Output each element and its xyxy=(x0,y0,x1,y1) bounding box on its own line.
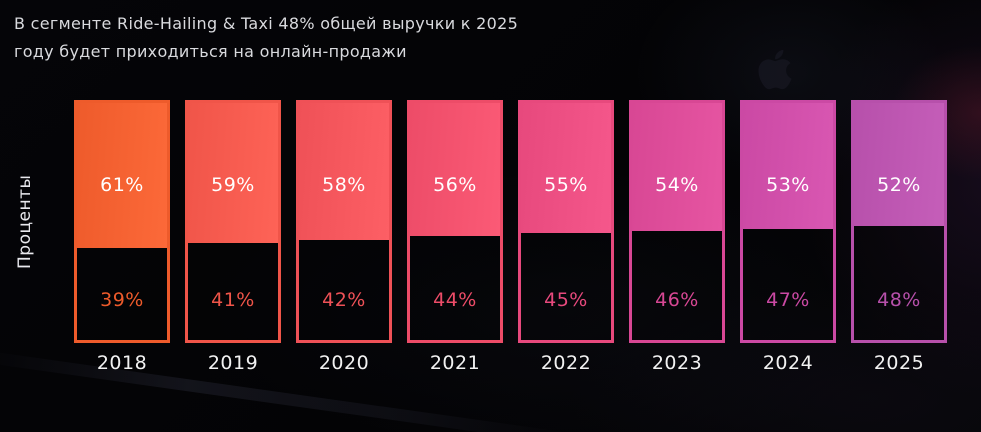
bar-bottom-value-label: 42% xyxy=(322,289,366,311)
bar-top-segment xyxy=(854,103,944,227)
x-tick-label-2025: 2025 xyxy=(873,352,925,374)
bar-top-segment xyxy=(77,103,167,248)
bar-top-value-label: 59% xyxy=(211,174,255,196)
x-tick-label-2022: 2022 xyxy=(540,352,592,374)
x-tick-label-2024: 2024 xyxy=(762,352,814,374)
x-tick-label-2020: 2020 xyxy=(318,352,370,374)
bar-top-value-label: 52% xyxy=(877,174,921,196)
bar-top-value-label: 56% xyxy=(433,174,477,196)
x-axis-labels: 2018 2019 2020 2021 2022 2023 2024 2025 xyxy=(74,352,947,374)
bar-top-segment xyxy=(410,103,500,236)
bar-bottom-value-label: 47% xyxy=(766,289,810,311)
bar-2020: 58% 42% xyxy=(296,100,392,343)
apple-logo-icon xyxy=(758,49,792,90)
chart-title: В сегменте Ride-Hailing & Taxi 48% общей… xyxy=(14,10,518,66)
bar-top-value-label: 54% xyxy=(655,174,699,196)
bar-top-segment xyxy=(632,103,722,231)
bar-2024: 53% 47% xyxy=(740,100,836,343)
bar-top-segment xyxy=(521,103,611,234)
chart-title-line1: В сегменте Ride-Hailing & Taxi 48% общей… xyxy=(14,14,519,33)
bar-bottom-value-label: 48% xyxy=(877,289,921,311)
bar-2022: 55% 45% xyxy=(518,100,614,343)
x-tick-label-2023: 2023 xyxy=(651,352,703,374)
bar-2023: 54% 46% xyxy=(629,100,725,343)
bar-top-value-label: 53% xyxy=(766,174,810,196)
x-tick-label-2018: 2018 xyxy=(96,352,148,374)
bar-2018: 61% 39% xyxy=(74,100,170,343)
bar-top-value-label: 58% xyxy=(322,174,366,196)
bar-top-segment xyxy=(299,103,389,241)
bar-top-value-label: 61% xyxy=(100,174,144,196)
bar-top-value-label: 55% xyxy=(544,174,588,196)
bar-bottom-value-label: 39% xyxy=(100,289,144,311)
bar-bottom-value-label: 46% xyxy=(655,289,699,311)
bar-bottom-value-label: 44% xyxy=(433,289,477,311)
x-tick-label-2019: 2019 xyxy=(207,352,259,374)
bar-bottom-value-label: 41% xyxy=(211,289,255,311)
chart-title-line2: году будет приходиться на онлайн-продажи xyxy=(14,42,407,61)
bar-bottom-value-label: 45% xyxy=(544,289,588,311)
bars-container: 61% 39% 59% 41% 58% 42% 56% 44% 55% 45% 54% 46% 53% 4… xyxy=(74,100,947,343)
bar-top-segment xyxy=(743,103,833,229)
bar-top-segment xyxy=(188,103,278,243)
y-axis-label: Проценты xyxy=(15,174,35,269)
bar-2019: 59% 41% xyxy=(185,100,281,343)
bar-2025: 52% 48% xyxy=(851,100,947,343)
bar-2021: 56% 44% xyxy=(407,100,503,343)
x-tick-label-2021: 2021 xyxy=(429,352,481,374)
